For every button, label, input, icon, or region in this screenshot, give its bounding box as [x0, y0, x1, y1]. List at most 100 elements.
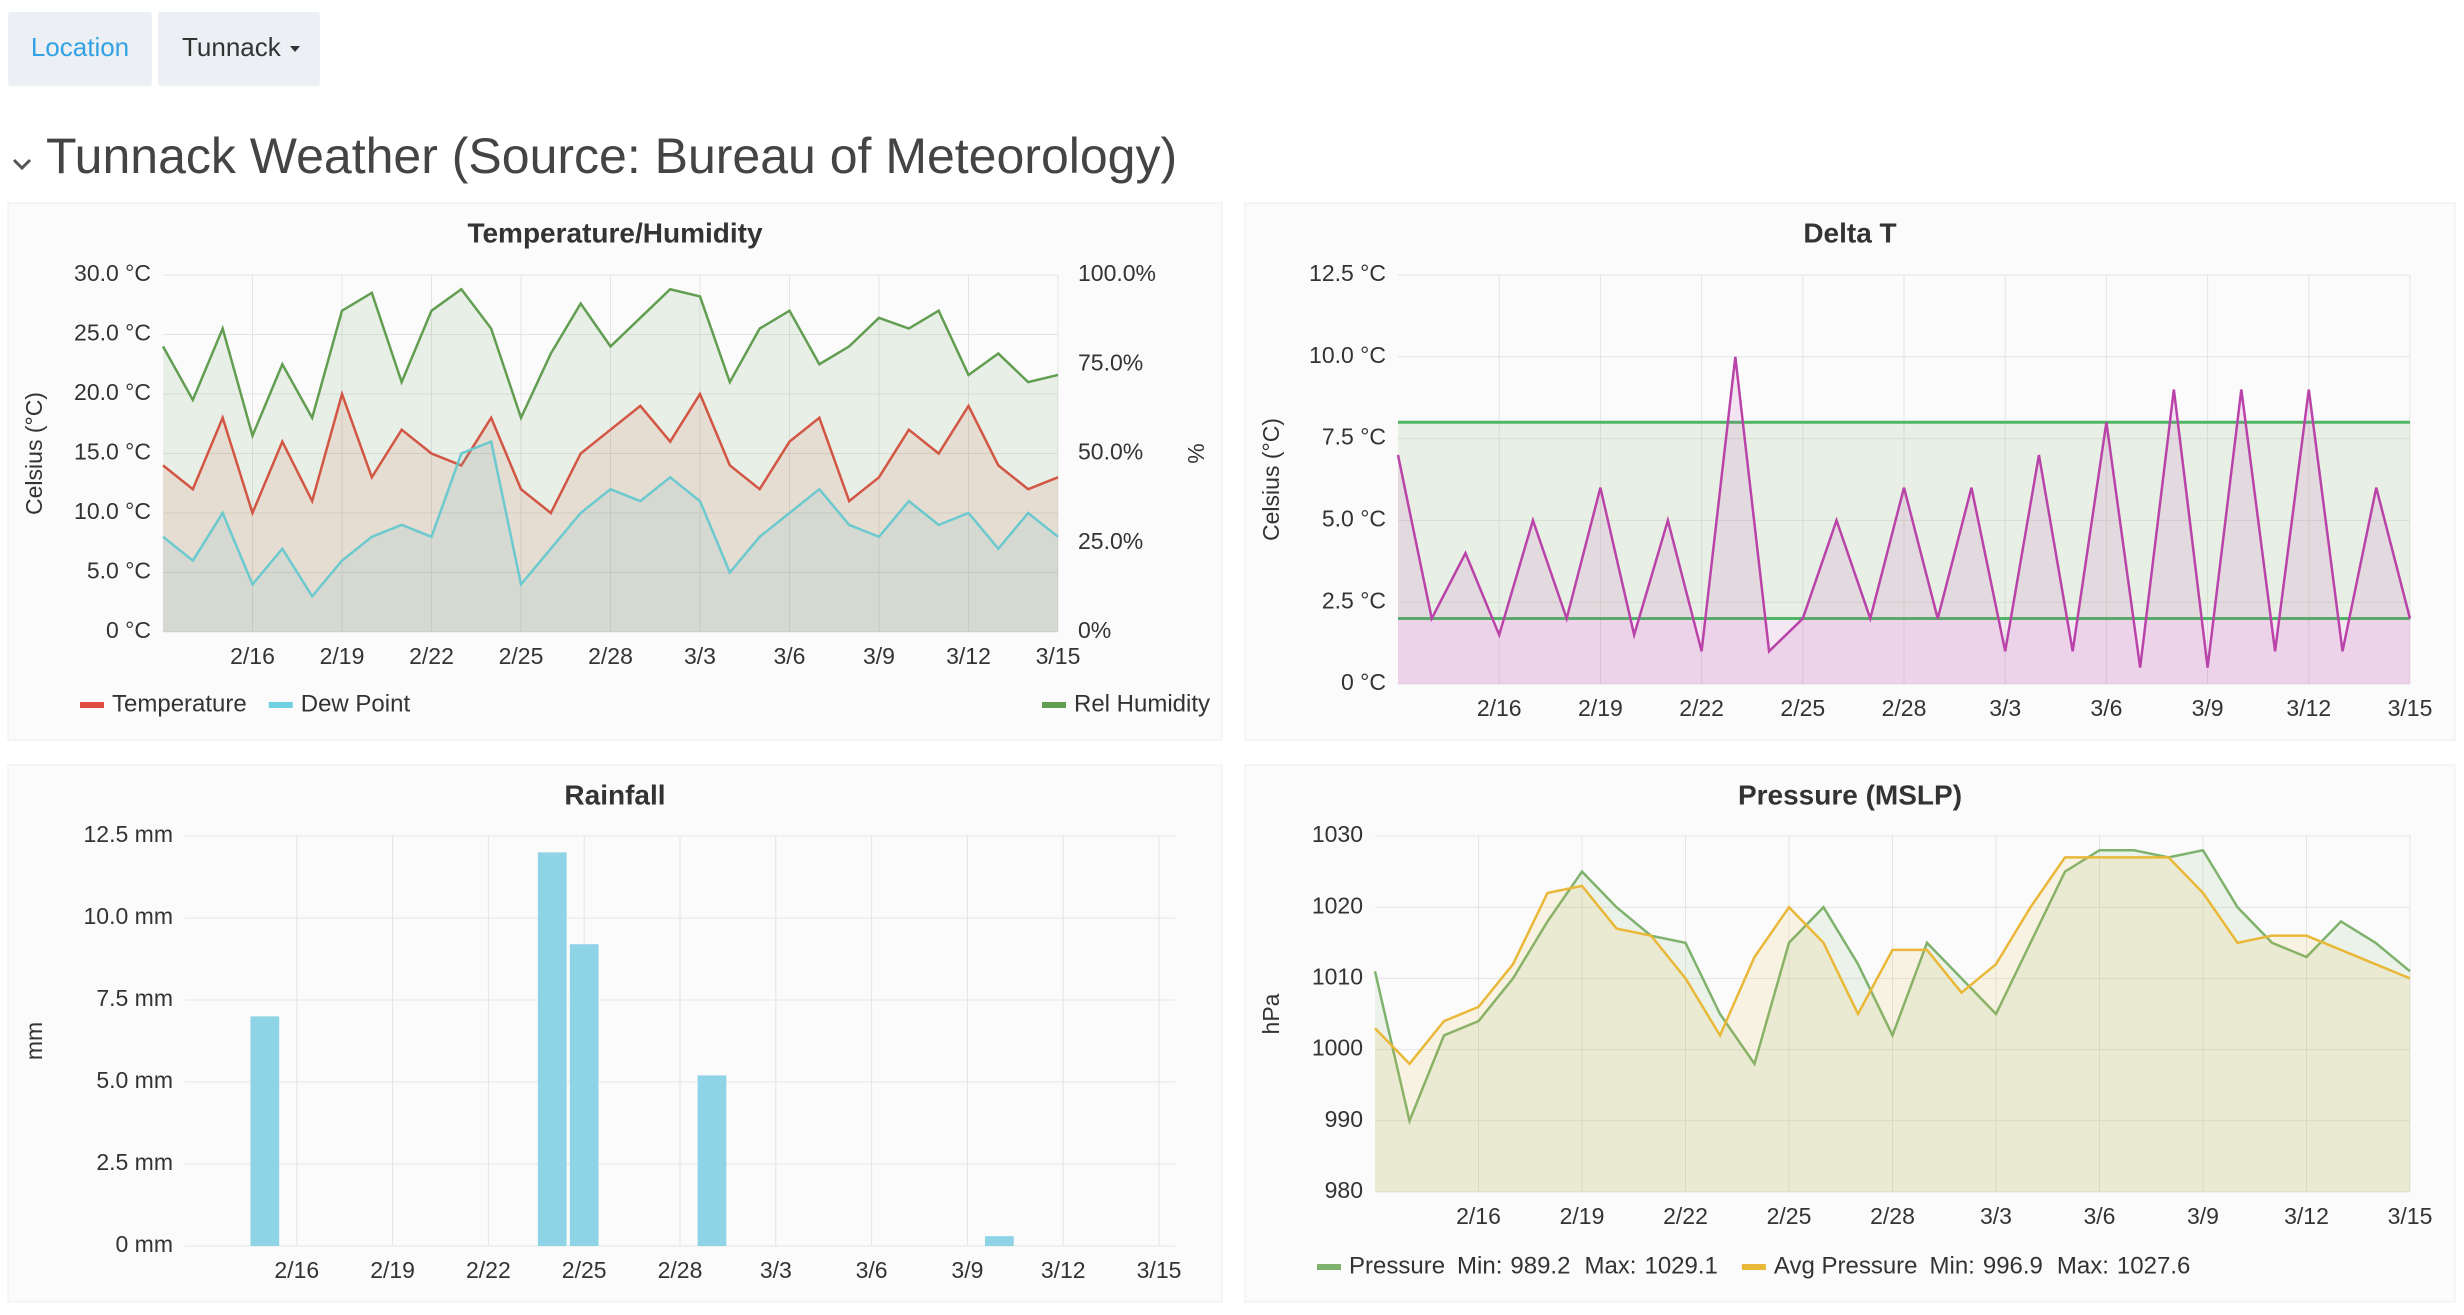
x-tick-label: 2/22 [1679, 695, 1724, 721]
location-value[interactable]: Tunnack [182, 32, 282, 62]
x-tick-label: 3/6 [774, 643, 806, 669]
x-tick-label: 2/19 [370, 1257, 415, 1283]
x-tick-label: 3/9 [863, 643, 895, 669]
panel [7, 202, 1223, 741]
location-label-box [8, 12, 152, 86]
y-tick-label: 2.5 mm [96, 1149, 173, 1175]
x-tick-label: 2/28 [658, 1257, 703, 1283]
y-tick-label: 990 [1325, 1106, 1363, 1132]
y2-tick-label: 50.0% [1078, 439, 1143, 465]
x-tick-label: 3/3 [1989, 695, 2021, 721]
area [163, 289, 1058, 632]
dropdown-caret [290, 46, 300, 52]
y2-tick-label: 0% [1078, 617, 1111, 643]
legend-stat-value: 1029.1 [1644, 1252, 1717, 1279]
line [1373, 848, 2411, 1125]
panel-title: Rainfall [564, 779, 665, 810]
x-tick-label: 2/19 [320, 643, 365, 669]
legend-swatch [1317, 1264, 1341, 1270]
line [161, 287, 1059, 440]
y-tick-label: 10.0 °C [74, 498, 151, 524]
y-tick-label: 30.0 °C [74, 260, 151, 286]
y-tick-label: 25.0 °C [74, 320, 151, 346]
legend-swatch [1741, 1264, 1766, 1270]
y-tick-label: 1020 [1312, 892, 1363, 918]
x-tick-label: 3/3 [1980, 1203, 2012, 1229]
x-tick-label: 3/15 [1036, 643, 1081, 669]
bar [250, 1016, 280, 1246]
line [1374, 856, 2411, 1066]
x-tick-label: 3/12 [2286, 695, 2331, 721]
y-tick-label: 0 mm [116, 1231, 174, 1257]
y-tick-label: 2.5 °C [1322, 587, 1386, 613]
legend-label: Avg Pressure [1774, 1252, 1918, 1279]
line [1396, 356, 2412, 668]
area [1398, 356, 2410, 684]
y-tick-label: 0 °C [1341, 669, 1386, 695]
y-tick-label: 1030 [1312, 821, 1363, 847]
y-tick-label: 5.0 °C [87, 558, 151, 584]
y-tick-label: 7.5 °C [1322, 424, 1386, 450]
legend-label: Rel Humidity [1074, 690, 1210, 717]
panel-title: Delta T [1803, 217, 1896, 248]
y-tick-label: 5.0 mm [96, 1067, 173, 1093]
y2-tick-label: 25.0% [1078, 528, 1143, 554]
x-tick-label: 3/12 [946, 643, 991, 669]
x-tick-label: 3/15 [2388, 1203, 2433, 1229]
x-tick-label: 2/28 [1882, 695, 1927, 721]
legend-label: Dew Point [301, 690, 411, 717]
x-tick-label: 3/6 [856, 1257, 888, 1283]
panel [1244, 202, 2456, 741]
panel-title: Pressure (MSLP) [1738, 779, 1962, 810]
x-tick-label: 3/3 [760, 1257, 792, 1283]
y-tick-label: 0 °C [106, 617, 151, 643]
y-axis-label: hPa [1258, 993, 1284, 1034]
legend-stat-label: Max: [1584, 1252, 1636, 1279]
legend-stat-value: 989.2 [1510, 1252, 1570, 1279]
x-tick-label: 3/9 [2187, 1203, 2219, 1229]
legend-stat-value: 1027.6 [2117, 1252, 2190, 1279]
threshold-band [1398, 422, 2410, 619]
area [163, 441, 1058, 632]
legend-stat-label: Min: [1930, 1252, 1975, 1279]
legend-stat-value: 996.9 [1983, 1252, 2043, 1279]
line [162, 439, 1059, 599]
y-tick-label: 10.0 mm [84, 903, 173, 929]
x-tick-label: 2/28 [588, 643, 633, 669]
y-tick-label: 7.5 mm [96, 985, 173, 1011]
x-tick-label: 2/22 [466, 1257, 511, 1283]
bar [537, 852, 567, 1246]
x-tick-label: 2/19 [1578, 695, 1623, 721]
y-axis-label: mm [21, 1022, 47, 1060]
line [162, 389, 1059, 517]
y2-tick-label: 100.0% [1078, 260, 1156, 286]
location-label: Location [31, 32, 129, 62]
x-tick-label: 3/6 [2084, 1203, 2116, 1229]
x-tick-label: 2/28 [1870, 1203, 1915, 1229]
x-tick-label: 3/12 [2284, 1203, 2329, 1229]
y-tick-label: 20.0 °C [74, 379, 151, 405]
x-tick-label: 2/16 [274, 1257, 319, 1283]
legend-stat-label: Min: [1457, 1252, 1502, 1279]
legend-swatch [268, 702, 293, 708]
panel-title: Temperature/Humidity [467, 217, 763, 248]
x-tick-label: 2/25 [1767, 1203, 1812, 1229]
y2-tick-label: 75.0% [1078, 349, 1143, 375]
y-tick-label: 5.0 °C [1322, 505, 1386, 531]
area [1375, 857, 2410, 1192]
y-tick-label: 1000 [1312, 1035, 1363, 1061]
location-dropdown[interactable] [158, 12, 320, 86]
x-tick-label: 3/15 [1137, 1257, 1182, 1283]
x-tick-label: 2/19 [1560, 1203, 1605, 1229]
row-title: Tunnack Weather (Source: Bureau of Meteo… [46, 128, 1177, 184]
y-tick-label: 15.0 °C [74, 439, 151, 465]
x-tick-label: 3/9 [2192, 695, 2224, 721]
bar [569, 944, 599, 1246]
x-tick-label: 2/16 [1456, 1203, 1501, 1229]
row-collapse-icon[interactable] [12, 158, 32, 171]
x-tick-label: 2/16 [230, 643, 275, 669]
y2-axis-label: % [1183, 443, 1209, 463]
legend-stat-label: Max: [2057, 1252, 2109, 1279]
x-tick-label: 2/25 [562, 1257, 607, 1283]
